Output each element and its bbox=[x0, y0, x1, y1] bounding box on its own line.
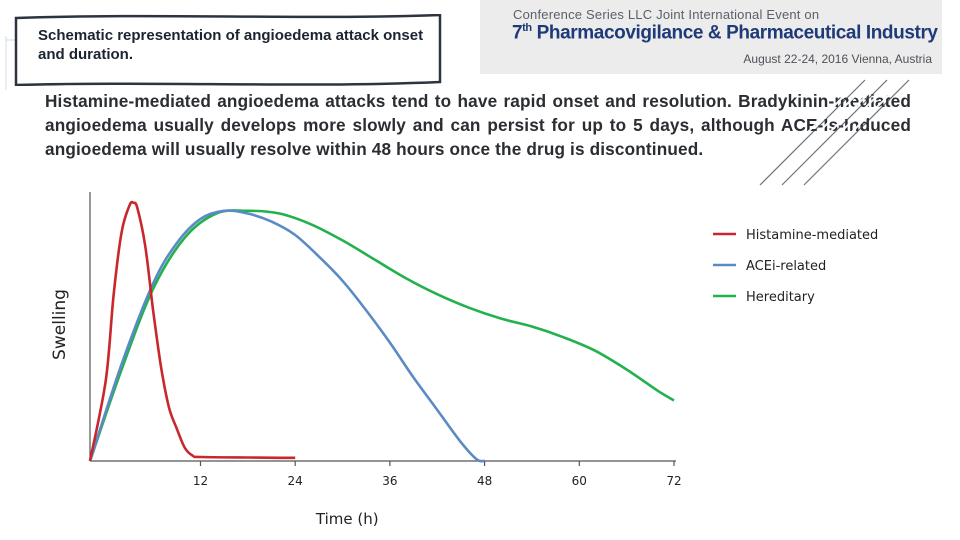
x-tick-label: 24 bbox=[288, 474, 303, 488]
legend-label: Hereditary bbox=[746, 290, 815, 305]
conference-edition-suffix: th bbox=[522, 22, 532, 34]
description-paragraph: Histamine-mediated angioedema attacks te… bbox=[45, 91, 911, 160]
x-tick-label: 48 bbox=[477, 474, 492, 488]
conference-subtitle: Conference Series LLC Joint Internationa… bbox=[513, 7, 820, 22]
x-tick-label: 72 bbox=[666, 474, 681, 488]
chart-panel: 12 24 36 48 60 72 Swelling Time (h) Histamine… bbox=[37, 187, 924, 537]
conference-banner: Conference Series LLC Joint Internationa… bbox=[480, 0, 942, 74]
x-tick-label: 60 bbox=[572, 474, 587, 488]
x-tick-label: 36 bbox=[382, 474, 397, 488]
x-axis-label: Time (h) bbox=[315, 510, 379, 528]
swelling-chart: 12 24 36 48 60 72 Swelling Time (h) Histamine… bbox=[50, 192, 878, 528]
series-lines bbox=[88, 200, 675, 463]
x-axis-ticks: 12 24 36 48 60 72 bbox=[193, 461, 682, 488]
title-banner-shape bbox=[14, 14, 442, 86]
series-line-hereditary bbox=[88, 209, 675, 462]
title-banner: Schematic representation of angioedema a… bbox=[14, 14, 442, 86]
legend: Histamine-mediated ACEi-related Hereditary bbox=[713, 228, 878, 305]
x-tick-label: 12 bbox=[193, 474, 208, 488]
series-line-histamine-mediated bbox=[88, 200, 296, 462]
legend-label: Histamine-mediated bbox=[746, 228, 878, 243]
conference-title: 7th Pharmacovigilance & Pharmaceutical I… bbox=[512, 22, 938, 44]
series-line-acei-related bbox=[88, 209, 485, 463]
conference-name: Pharmacovigilance & Pharmaceutical Indus… bbox=[531, 22, 938, 44]
conference-edition: 7 bbox=[512, 22, 523, 44]
slide-title: Schematic representation of angioedema a… bbox=[38, 27, 424, 63]
legend-label: ACEi-related bbox=[746, 259, 826, 274]
y-axis-label: Swelling bbox=[50, 289, 70, 360]
conference-date-location: August 22-24, 2016 Vienna, Austria bbox=[743, 52, 932, 66]
